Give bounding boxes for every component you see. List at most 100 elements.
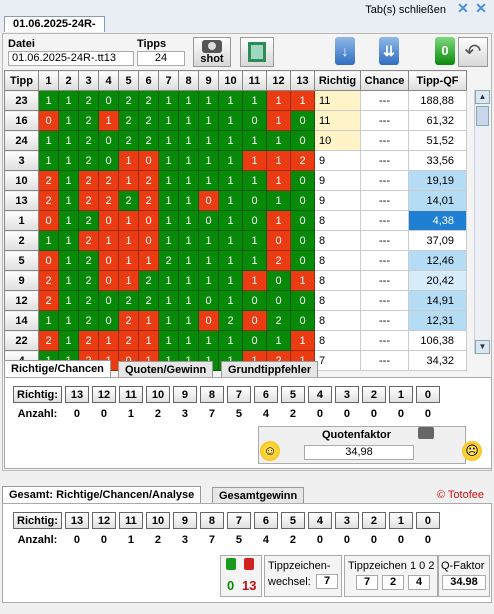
tip-cell[interactable]: 0 — [98, 130, 119, 151]
tip-cell[interactable]: 1 — [98, 230, 119, 251]
tip-cell[interactable]: 1 — [38, 310, 59, 331]
tip-cell[interactable]: 2 — [38, 290, 59, 311]
tip-cell[interactable]: 1 — [198, 250, 219, 271]
tip-cell[interactable]: 0 — [242, 290, 267, 311]
tip-cell[interactable]: 2 — [78, 110, 99, 131]
tip-cell[interactable]: 1 — [266, 90, 291, 111]
tip-cell[interactable]: 1 — [138, 310, 159, 331]
table-row[interactable]: 13 2 1 2 2 2 2 1 1 0 1 0 1 0 9 --- 14,01 — [4, 190, 467, 211]
tip-cell[interactable]: 1 — [158, 290, 179, 311]
tip-cell[interactable]: 1 — [178, 150, 199, 171]
tip-cell[interactable]: 1 — [242, 270, 267, 291]
undo-button[interactable]: ↶ — [458, 37, 488, 67]
tip-cell[interactable]: 1 — [290, 270, 315, 291]
tip-cell[interactable]: 1 — [38, 150, 59, 171]
tip-cell[interactable]: 0 — [266, 290, 291, 311]
tip-cell[interactable]: 2 — [38, 190, 59, 211]
tip-cell[interactable]: 1 — [178, 130, 199, 151]
move-bottom-button[interactable]: ⇊ — [372, 37, 406, 67]
grid-header-cell[interactable]: 13 — [290, 70, 315, 91]
grid-scrollbar[interactable]: ▲ ▼ — [474, 90, 490, 354]
tip-cell[interactable]: 1 — [158, 150, 179, 171]
tip-cell[interactable]: 1 — [118, 170, 139, 191]
tip-cell[interactable]: 1 — [38, 130, 59, 151]
tip-cell[interactable]: 1 — [38, 90, 59, 111]
tip-cell[interactable]: 1 — [266, 190, 291, 211]
tip-cell[interactable]: 0 — [242, 110, 267, 131]
screenshot-button[interactable]: shot — [193, 37, 231, 67]
tip-cell[interactable]: 1 — [58, 90, 79, 111]
tip-cell[interactable]: 0 — [98, 150, 119, 171]
tipp-number[interactable]: 14 — [4, 310, 39, 331]
tip-cell[interactable]: 1 — [118, 230, 139, 251]
tab-gesamt-analyse[interactable]: Gesamt: Richtige/Chancen/Analyse — [2, 486, 202, 503]
grid-header-cell[interactable]: 7 — [158, 70, 179, 91]
tip-cell[interactable]: 1 — [58, 290, 79, 311]
tip-cell[interactable]: 1 — [198, 170, 219, 191]
tip-cell[interactable]: 1 — [266, 110, 291, 131]
tipp-number[interactable]: 5 — [4, 250, 39, 271]
pin-icon[interactable]: ✕ — [457, 0, 469, 16]
tip-cell[interactable]: 0 — [98, 90, 119, 111]
tipp-number[interactable]: 2 — [4, 230, 39, 251]
table-row[interactable]: 9 2 1 2 0 1 2 1 1 1 1 1 0 1 8 --- 20,42 — [4, 270, 467, 291]
tip-cell[interactable]: 1 — [158, 90, 179, 111]
tip-cell[interactable]: 0 — [290, 210, 315, 231]
tip-cell[interactable]: 1 — [242, 170, 267, 191]
tip-cell[interactable]: 1 — [158, 110, 179, 131]
tip-cell[interactable]: 0 — [98, 270, 119, 291]
tip-cell[interactable]: 2 — [78, 310, 99, 331]
tip-cell[interactable]: 1 — [38, 230, 59, 251]
tip-cell[interactable]: 0 — [290, 310, 315, 331]
tip-cell[interactable]: 1 — [118, 150, 139, 171]
tip-cell[interactable]: 2 — [38, 330, 59, 351]
tip-cell[interactable]: 1 — [118, 250, 139, 271]
tip-cell[interactable]: 2 — [78, 190, 99, 211]
tip-cell[interactable]: 1 — [218, 90, 243, 111]
table-row[interactable]: 3 1 1 2 0 1 0 1 1 1 1 1 1 2 9 --- 33,56 — [4, 150, 467, 171]
tip-cell[interactable]: 0 — [198, 190, 219, 211]
table-row[interactable]: 1 0 1 2 0 1 0 1 1 0 1 0 1 0 8 --- 4,38 — [4, 210, 467, 231]
tip-cell[interactable]: 2 — [78, 90, 99, 111]
tipp-number[interactable]: 9 — [4, 270, 39, 291]
tip-cell[interactable]: 0 — [38, 210, 59, 231]
tip-cell[interactable]: 0 — [98, 250, 119, 271]
tip-cell[interactable]: 1 — [178, 270, 199, 291]
grid-header-cell[interactable]: Tipp-QF — [408, 70, 467, 91]
tip-cell[interactable]: 1 — [218, 110, 243, 131]
tip-cell[interactable]: 0 — [138, 150, 159, 171]
tip-cell[interactable]: 1 — [138, 250, 159, 271]
tip-cell[interactable]: 0 — [198, 290, 219, 311]
tip-cell[interactable]: 1 — [218, 210, 243, 231]
tip-cell[interactable]: 2 — [78, 250, 99, 271]
tip-cell[interactable]: 1 — [158, 310, 179, 331]
tab-quoten-gewinn[interactable]: Quoten/Gewinn — [118, 361, 214, 378]
tip-cell[interactable]: 2 — [78, 330, 99, 351]
datei-field[interactable]: 01.06.2025-24R-.tt13 — [8, 51, 134, 66]
tip-cell[interactable]: 2 — [38, 170, 59, 191]
tip-cell[interactable]: 2 — [118, 130, 139, 151]
tipp-number[interactable]: 12 — [4, 290, 39, 311]
tip-cell[interactable]: 1 — [118, 210, 139, 231]
close-tabs-label[interactable]: Tab(s) schließen — [365, 4, 446, 16]
tip-cell[interactable]: 1 — [218, 250, 243, 271]
tip-cell[interactable]: 1 — [218, 170, 243, 191]
tip-cell[interactable]: 1 — [178, 250, 199, 271]
tip-cell[interactable]: 2 — [78, 270, 99, 291]
tip-cell[interactable]: 2 — [138, 290, 159, 311]
tip-cell[interactable]: 0 — [290, 230, 315, 251]
tip-cell[interactable]: 1 — [58, 270, 79, 291]
export-button[interactable] — [240, 37, 274, 67]
tip-cell[interactable]: 1 — [58, 150, 79, 171]
tip-cell[interactable]: 2 — [266, 250, 291, 271]
tip-cell[interactable]: 0 — [138, 230, 159, 251]
grid-header-cell[interactable]: Chance — [360, 70, 409, 91]
tip-cell[interactable]: 1 — [218, 190, 243, 211]
tip-cell[interactable]: 1 — [178, 170, 199, 191]
red-lock-icon[interactable] — [244, 558, 254, 570]
tip-cell[interactable]: 1 — [178, 90, 199, 111]
tip-cell[interactable]: 2 — [118, 110, 139, 131]
tip-cell[interactable]: 1 — [178, 290, 199, 311]
tip-cell[interactable]: 2 — [78, 230, 99, 251]
table-row[interactable]: 5 0 1 2 0 1 1 2 1 1 1 1 2 0 8 --- 12,46 — [4, 250, 467, 271]
